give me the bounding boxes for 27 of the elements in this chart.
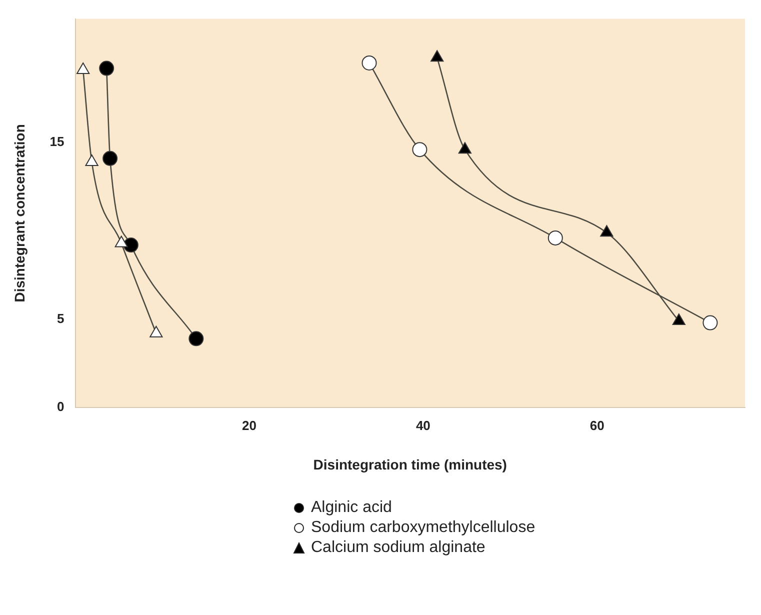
- point: [114, 236, 128, 248]
- point: [430, 50, 444, 62]
- point: [672, 314, 686, 326]
- point: [150, 326, 163, 338]
- point: [548, 230, 563, 246]
- point: [102, 150, 118, 166]
- x-tick-label: 60: [590, 418, 604, 433]
- point: [600, 225, 614, 237]
- y-tick-label: 0: [57, 399, 64, 414]
- legend-label: Calcium sodium alginate: [311, 538, 486, 558]
- y-tick-label: 5: [57, 310, 64, 326]
- point: [188, 331, 204, 346]
- x-tick-label: 40: [416, 418, 430, 433]
- y-axis-title: Disintegrant concentration: [11, 124, 28, 302]
- point: [702, 315, 718, 330]
- x-axis-title: Disintegration time (minutes): [313, 456, 507, 472]
- point: [458, 142, 472, 154]
- point: [99, 60, 114, 76]
- point: [76, 62, 90, 74]
- point: [123, 238, 138, 253]
- point: [85, 154, 98, 166]
- point: [362, 55, 377, 70]
- y-tick-label: 15: [50, 134, 64, 150]
- point: [412, 142, 428, 158]
- x-tick-label: 20: [242, 418, 256, 433]
- legend-label: Alginic acid: [311, 498, 392, 518]
- legend-label: Sodium carboxymethylcellulose: [311, 518, 536, 538]
